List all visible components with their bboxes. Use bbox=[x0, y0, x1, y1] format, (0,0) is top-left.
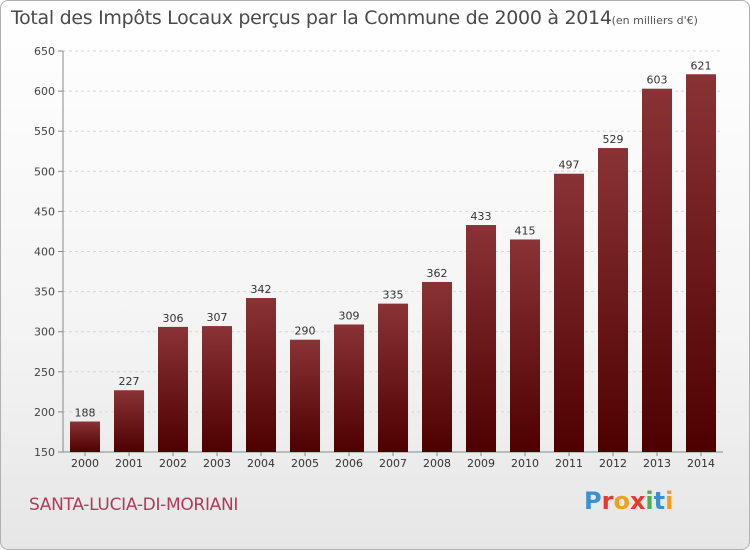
x-tick-label: 2011 bbox=[555, 457, 583, 470]
y-tick-label: 450 bbox=[34, 205, 55, 218]
x-tick-label: 2012 bbox=[599, 457, 627, 470]
y-tick-label: 200 bbox=[34, 406, 55, 419]
bar-2003 bbox=[202, 326, 232, 452]
bar-2009 bbox=[466, 225, 496, 452]
chart-title: Total des Impôts Locaux perçus par la Co… bbox=[11, 7, 698, 29]
bar-2005 bbox=[290, 339, 320, 452]
bar-value-label: 497 bbox=[559, 159, 580, 172]
chart-title-unit: (en milliers d'€) bbox=[611, 14, 698, 27]
bar-value-label: 307 bbox=[207, 311, 228, 324]
logo-letter: r bbox=[601, 487, 614, 515]
y-tick-label: 650 bbox=[34, 45, 55, 58]
bar-value-label: 290 bbox=[295, 325, 316, 338]
x-tick-label: 2009 bbox=[467, 457, 495, 470]
x-tick-label: 2005 bbox=[291, 457, 319, 470]
bar-value-label: 306 bbox=[163, 312, 184, 325]
y-tick-label: 400 bbox=[34, 246, 55, 259]
commune-name: SANTA-LUCIA-DI-MORIANI bbox=[29, 495, 239, 515]
bar-value-label: 529 bbox=[603, 133, 624, 146]
bar-value-label: 362 bbox=[427, 267, 448, 280]
x-tick-label: 2001 bbox=[115, 457, 143, 470]
logo-letter: i bbox=[645, 487, 654, 515]
y-tick-label: 300 bbox=[34, 326, 55, 339]
x-tick-label: 2000 bbox=[71, 457, 99, 470]
bar-2004 bbox=[246, 298, 276, 452]
x-tick-label: 2003 bbox=[203, 457, 231, 470]
y-tick-labels: 150 200 250 300 350 400 450 500 550 600 650 bbox=[34, 45, 55, 459]
y-tick-label: 550 bbox=[34, 125, 55, 138]
bar-2012 bbox=[598, 148, 628, 453]
x-tick-labels: 2000 2001 2002 2003 2004 2005 2006 2007 2008 2009… bbox=[71, 452, 715, 470]
logo-letter: o bbox=[613, 487, 630, 515]
y-tick-label: 600 bbox=[34, 85, 55, 98]
y-tick-label: 350 bbox=[34, 286, 55, 299]
bar-value-label: 603 bbox=[647, 74, 668, 87]
bar-2010 bbox=[510, 239, 540, 452]
bar-2002 bbox=[158, 326, 188, 452]
logo-letter: P bbox=[584, 487, 602, 515]
logo-letter: i bbox=[665, 487, 674, 515]
bar-2008 bbox=[422, 281, 452, 452]
bar-value-label: 335 bbox=[383, 289, 404, 302]
y-tick-label: 150 bbox=[34, 446, 55, 459]
bar-value-label: 433 bbox=[471, 210, 492, 223]
y-tick-label: 250 bbox=[34, 366, 55, 379]
x-tick-label: 2007 bbox=[379, 457, 407, 470]
x-tick-label: 2010 bbox=[511, 457, 539, 470]
bars bbox=[70, 74, 716, 453]
bar-value-label: 415 bbox=[515, 224, 536, 237]
y-tick-label: 500 bbox=[34, 165, 55, 178]
bar-2011 bbox=[554, 173, 584, 452]
x-tick-label: 2013 bbox=[643, 457, 671, 470]
logo-letter: x bbox=[629, 487, 646, 515]
x-tick-label: 2008 bbox=[423, 457, 451, 470]
x-tick-label: 2014 bbox=[687, 457, 715, 470]
bar-2001 bbox=[114, 390, 144, 452]
bar-value-label: 309 bbox=[339, 309, 360, 322]
bar-2013 bbox=[642, 88, 672, 452]
bar-value-label: 188 bbox=[75, 407, 96, 420]
bar-2007 bbox=[378, 303, 408, 452]
proxiti-logo[interactable]: Proxiti bbox=[584, 487, 673, 515]
logo-letter: t bbox=[653, 487, 666, 515]
x-tick-label: 2004 bbox=[247, 457, 275, 470]
bar-2006 bbox=[334, 324, 364, 452]
bar-2014 bbox=[686, 74, 716, 453]
chart-title-text: Total des Impôts Locaux perçus par la Co… bbox=[11, 7, 612, 29]
x-tick-label: 2002 bbox=[159, 457, 187, 470]
bar-value-labels: 188 227 306 307 342 290 309 335 362 433 415 497 529 6… bbox=[75, 59, 712, 419]
bar-value-label: 227 bbox=[119, 375, 140, 388]
bar-2000 bbox=[70, 421, 100, 452]
x-tick-label: 2006 bbox=[335, 457, 363, 470]
bar-value-label: 621 bbox=[691, 59, 712, 72]
bar-value-label: 342 bbox=[251, 283, 272, 296]
